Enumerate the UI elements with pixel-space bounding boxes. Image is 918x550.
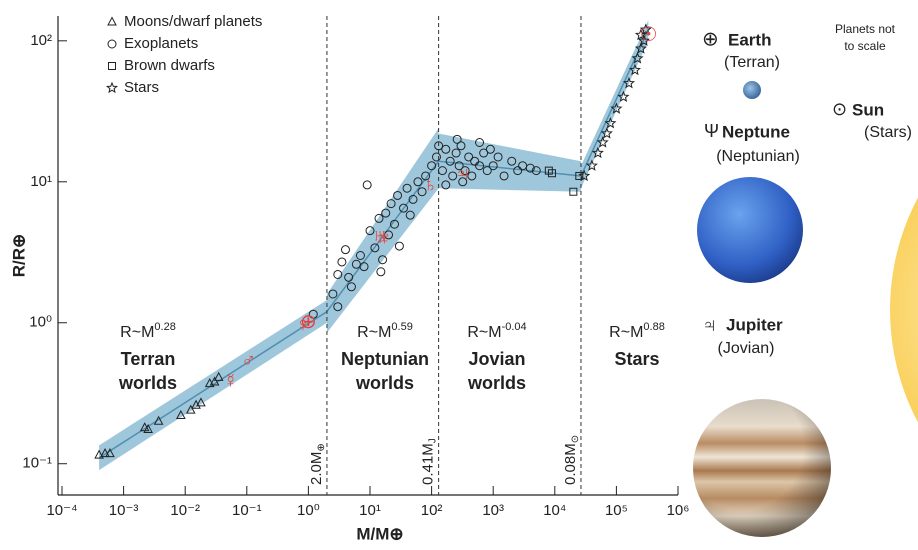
- jupiter-shade: [693, 399, 831, 537]
- region-name: worlds: [355, 373, 414, 393]
- region-name: Neptunian: [341, 349, 429, 369]
- x-tick-label: 10⁻⁴: [46, 502, 77, 519]
- planet-name: Neptune: [722, 122, 790, 141]
- divider-label: 0.41MJ: [420, 438, 439, 485]
- planet-name: Sun: [852, 100, 884, 119]
- figure: Planets not to scale ⊕ Earth (Terran) Ψ …: [0, 0, 918, 550]
- point-circle: [341, 246, 349, 254]
- region-name: Terran: [121, 349, 176, 369]
- solar-body: ☿: [223, 370, 238, 392]
- point-circle: [395, 242, 403, 250]
- planet-class: (Neptunian): [716, 148, 800, 165]
- region-name: Stars: [614, 349, 659, 369]
- x-tick-label: 10⁵: [605, 502, 628, 519]
- y-tick-label: 10¹: [30, 173, 52, 190]
- x-tick-label: 10⁶: [667, 502, 690, 519]
- y-tick-label: 10⁻¹: [22, 455, 52, 472]
- divider-label: 2.0M⊕: [308, 443, 327, 485]
- planet-name: Earth: [728, 30, 771, 49]
- region-law-text: R~M: [120, 324, 154, 341]
- planet-class: (Terran): [724, 54, 780, 71]
- y-axis-label: R/R⊕: [9, 234, 28, 278]
- planet-symbol: ♃: [702, 314, 717, 336]
- sun-illustration: [890, 70, 918, 550]
- region-law: R~M0.28: [120, 321, 176, 341]
- x-tick-label: 10³: [482, 502, 504, 519]
- point-circle: [377, 268, 385, 276]
- divider-subscript: ⊙: [570, 435, 581, 443]
- neptune-illustration: [697, 177, 803, 283]
- planet-symbol: ⊕: [702, 28, 719, 50]
- region-law: R~M0.59: [357, 321, 413, 341]
- planet-symbol: ⊙: [832, 99, 847, 119]
- point-circle: [363, 181, 371, 189]
- region-law: R~M-0.04: [467, 321, 526, 341]
- region-law-text: R~M: [357, 324, 391, 341]
- legend-label: Brown dwarfs: [124, 57, 215, 74]
- divider-label: 0.08M⊙: [562, 435, 581, 485]
- planet-name: Jupiter: [726, 315, 783, 334]
- point-star: [107, 83, 117, 92]
- legend-label: Moons/dwarf planets: [124, 13, 262, 30]
- solar-body: ⊕: [300, 311, 317, 333]
- region-law-text: R~M: [609, 324, 643, 341]
- planet-class: (Stars): [864, 124, 912, 141]
- legend-label: Stars: [124, 79, 159, 96]
- x-tick-label: 10⁻³: [109, 502, 139, 519]
- solar-body: ♄: [423, 174, 438, 196]
- divider-text: 0.08M: [562, 443, 579, 485]
- region-law-text: R~M: [467, 324, 501, 341]
- point-circle: [338, 258, 346, 266]
- y-tick-label: 10⁰: [29, 314, 52, 331]
- region-law-exponent: 0.28: [154, 321, 175, 333]
- divider-text: 2.0M: [308, 452, 325, 485]
- region-name: Jovian: [468, 349, 525, 369]
- divider-subscript: ⊕: [316, 443, 327, 451]
- divider-subscript: J: [427, 438, 438, 443]
- region-law: R~M0.88: [609, 321, 665, 341]
- solar-body: ♂: [241, 350, 256, 372]
- region-law-exponent: 0.88: [643, 321, 664, 333]
- chart: 10⁻⁴ 10⁻³ 10⁻² 10⁻¹ 10⁰ 10¹ 10² 10³ 10⁴ 10⁵ 10⁶ 10⁻…: [9, 13, 689, 544]
- planet-symbol: Ψ: [704, 121, 719, 141]
- solar-body: ♃: [455, 163, 470, 185]
- x-tick-label: 10⁻²: [170, 502, 200, 519]
- region-name: worlds: [467, 373, 526, 393]
- x-tick-label: 10²: [421, 502, 443, 519]
- x-tick-label: 10¹: [359, 502, 381, 519]
- x-tick-label: 10⁰: [297, 502, 320, 519]
- legend-label: Exoplanets: [124, 35, 198, 52]
- earth-illustration: [743, 81, 761, 99]
- solar-body: ☉: [640, 24, 658, 46]
- solar-body: ♆: [377, 228, 392, 250]
- y-tick-label: 10²: [30, 32, 52, 49]
- panel-note: Planets not: [835, 22, 896, 36]
- planet-class: (Jovian): [718, 340, 775, 357]
- x-tick-label: 10⁻¹: [232, 502, 262, 519]
- panel-note: to scale: [844, 39, 886, 53]
- region-law-exponent: -0.04: [502, 321, 527, 333]
- region-name: worlds: [118, 373, 177, 393]
- x-tick-label: 10⁴: [543, 502, 566, 519]
- point-square: [109, 63, 116, 70]
- point-triangle: [108, 18, 116, 26]
- divider-text: 0.41M: [420, 443, 437, 485]
- region-law-exponent: 0.59: [391, 321, 412, 333]
- x-axis-label: M/M⊕: [356, 524, 403, 543]
- point-circle: [108, 40, 116, 48]
